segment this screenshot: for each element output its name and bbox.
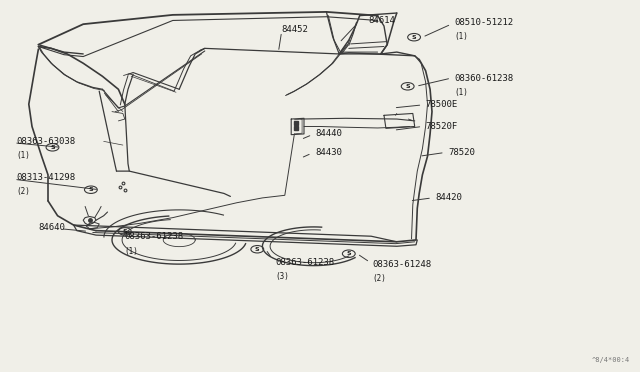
- Text: S: S: [88, 187, 93, 192]
- Text: 78520F: 78520F: [426, 122, 458, 131]
- Text: (1): (1): [454, 32, 468, 41]
- Text: 84420: 84420: [435, 193, 462, 202]
- Text: 08363-61248: 08363-61248: [372, 260, 431, 269]
- Text: (1): (1): [454, 88, 468, 97]
- Text: 84640: 84640: [38, 223, 65, 232]
- Text: S: S: [50, 145, 55, 150]
- Text: 84614: 84614: [368, 16, 395, 25]
- Text: (2): (2): [372, 275, 387, 283]
- Text: 08363-61238: 08363-61238: [275, 258, 334, 267]
- Text: 78520: 78520: [448, 148, 475, 157]
- Text: S: S: [255, 247, 260, 252]
- Text: 08510-51212: 08510-51212: [454, 18, 513, 27]
- Text: 08363-63038: 08363-63038: [16, 137, 75, 146]
- Text: (2): (2): [16, 187, 30, 196]
- Text: 08313-41298: 08313-41298: [16, 173, 75, 182]
- Text: S: S: [122, 229, 127, 234]
- Text: ^8/4*00:4: ^8/4*00:4: [592, 357, 630, 363]
- Text: 84430: 84430: [315, 148, 342, 157]
- Text: 84452: 84452: [282, 25, 308, 34]
- Text: S: S: [405, 84, 410, 89]
- Text: 08363-61238: 08363-61238: [125, 232, 184, 241]
- Text: S: S: [412, 35, 417, 40]
- Text: (1): (1): [125, 247, 139, 256]
- Text: (1): (1): [16, 151, 30, 160]
- Text: (3): (3): [275, 272, 289, 281]
- Text: 84440: 84440: [316, 129, 342, 138]
- Text: 78500E: 78500E: [426, 100, 458, 109]
- Text: S: S: [346, 251, 351, 256]
- Text: 08360-61238: 08360-61238: [454, 74, 513, 83]
